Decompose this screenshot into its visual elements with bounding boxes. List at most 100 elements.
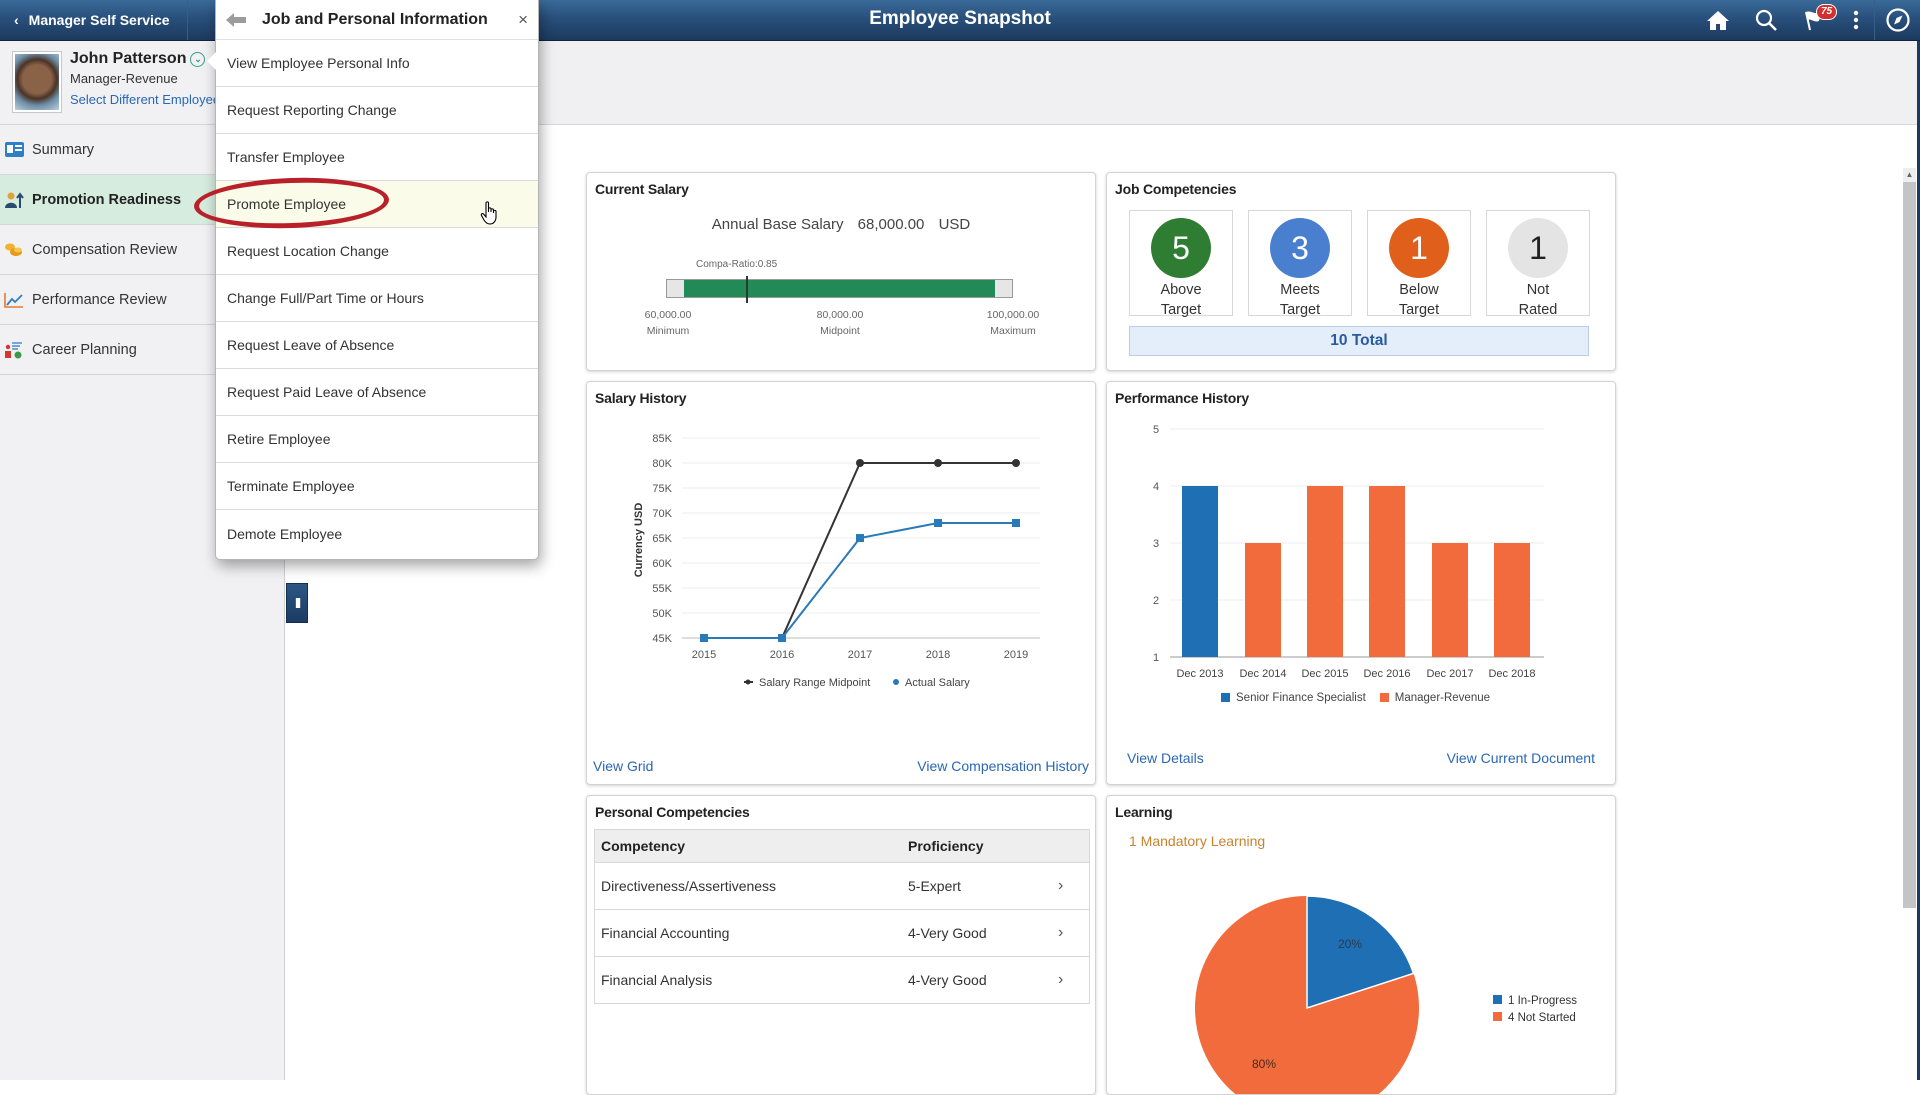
- search-button[interactable]: [1742, 0, 1790, 40]
- chevron-left-icon: ‹: [14, 12, 19, 28]
- menu-item-promote-employee[interactable]: Promote Employee: [193, 174, 538, 232]
- menu-item-request-paid-leave[interactable]: Request Paid Leave of Absence: [216, 369, 538, 416]
- svg-text:3: 3: [1153, 538, 1159, 550]
- proficiency-column-header: Proficiency: [908, 838, 984, 854]
- navbar-compass-icon: [1885, 8, 1910, 32]
- page-title-text: Employee Snapshot: [869, 8, 1051, 29]
- learning-card: Learning 1 Mandatory Learning 20% 80% 1 …: [1106, 795, 1616, 1095]
- table-header-row: Competency Proficiency: [595, 830, 1089, 862]
- menu-item-label: Promote Employee: [227, 196, 347, 212]
- table-row[interactable]: Financial Accounting 4-Very Good ›: [595, 909, 1089, 956]
- table-row[interactable]: Directiveness/Assertiveness 5-Expert ›: [595, 862, 1089, 909]
- competencies-total-button[interactable]: 10 Total: [1129, 326, 1589, 356]
- view-compensation-history-link[interactable]: View Compensation History: [917, 758, 1089, 774]
- menu-item-view-personal-info[interactable]: View Employee Personal Info: [216, 40, 538, 87]
- svg-text:60K: 60K: [652, 558, 672, 570]
- svg-text:Dec 2018: Dec 2018: [1488, 668, 1535, 680]
- not-rated-count: 1: [1508, 218, 1568, 278]
- competency-column-header: Competency: [601, 838, 686, 854]
- sidebar-item-performance-review[interactable]: Performance Review: [0, 275, 284, 325]
- mandatory-learning-link[interactable]: 1 Mandatory Learning: [1129, 833, 1266, 849]
- sidebar-item-compensation-review[interactable]: Compensation Review: [0, 225, 284, 275]
- menu-item-transfer-employee[interactable]: Transfer Employee: [216, 134, 538, 181]
- search-icon: [1755, 9, 1777, 31]
- sidebar-item-summary[interactable]: Summary: [0, 125, 284, 175]
- vertical-scrollbar[interactable]: [1903, 168, 1916, 908]
- home-button[interactable]: [1694, 0, 1742, 40]
- svg-text:Dec 2017: Dec 2017: [1426, 668, 1473, 680]
- svg-text:Dec 2013: Dec 2013: [1176, 668, 1223, 680]
- select-different-employee-link[interactable]: Select Different Employee: [70, 92, 220, 107]
- employee-role: Manager-Revenue: [70, 71, 178, 86]
- pause-button[interactable]: II: [286, 583, 308, 623]
- svg-text:80K: 80K: [652, 458, 672, 470]
- svg-text:Dec 2014: Dec 2014: [1239, 668, 1286, 680]
- svg-text:Actual Salary: Actual Salary: [905, 677, 970, 689]
- sidebar-item-career-planning[interactable]: Career Planning: [0, 325, 284, 375]
- sidebar-item-label: Compensation Review: [32, 241, 178, 258]
- salary-history-line-chart: 85K 80K 75K 70K 65K 60K 55K 50K 45K Currency US…: [633, 433, 1040, 689]
- compa-ratio: Compa-Ratio:0.85: [696, 259, 778, 270]
- performance-history-card: Performance History 5 4 3 2 1 Dec 2013 Dec 20…: [1106, 381, 1616, 785]
- back-manager-self-service-button[interactable]: ‹ Manager Self Service: [0, 0, 188, 40]
- close-icon[interactable]: ×: [518, 10, 528, 29]
- menu-item-request-leave-of-absence[interactable]: Request Leave of Absence: [216, 322, 538, 369]
- svg-text:2016: 2016: [770, 649, 794, 661]
- above-target-count: 5: [1151, 218, 1211, 278]
- performance-history-bar-chart: 5 4 3 2 1 Dec 2013 Dec 2014 Dec 2015 Dec 2016 D…: [1153, 424, 1544, 680]
- current-salary-title: Current Salary: [595, 181, 689, 197]
- notifications-button[interactable]: 75: [1790, 0, 1838, 40]
- menu-item-change-full-part-time[interactable]: Change Full/Part Time or Hours: [216, 275, 538, 322]
- popup-back-button[interactable]: [216, 0, 256, 40]
- competency-tile-not-rated[interactable]: 1 Not Rated: [1486, 210, 1590, 318]
- menu-item-terminate-employee[interactable]: Terminate Employee: [216, 463, 538, 510]
- svg-text:2019: 2019: [1004, 649, 1028, 661]
- back-button-label: Manager Self Service: [28, 12, 170, 28]
- actions-menu-button[interactable]: [1838, 0, 1874, 40]
- personal-competencies-title: Personal Competencies: [595, 804, 750, 820]
- view-current-document-link[interactable]: View Current Document: [1446, 750, 1595, 766]
- svg-text:45K: 45K: [652, 633, 672, 645]
- svg-text:85K: 85K: [652, 433, 672, 445]
- annual-base-salary-amount: 68,000.00: [857, 216, 925, 233]
- menu-item-request-location-change[interactable]: Request Location Change: [216, 228, 538, 275]
- learning-pie-chart: 20% 80%: [1195, 895, 1419, 1094]
- employee-actions-dropdown-icon[interactable]: ⌄: [190, 51, 206, 67]
- personal-competencies-card: Personal Competencies Competency Profici…: [586, 795, 1096, 1095]
- svg-text:2018: 2018: [926, 649, 950, 661]
- svg-text:4: 4: [1153, 481, 1159, 493]
- svg-text:2: 2: [1153, 595, 1159, 607]
- competency-tile-above-target[interactable]: 5 Above Target: [1129, 210, 1233, 318]
- sidebar-item-label: Summary: [32, 141, 95, 158]
- below-target-count: 1: [1389, 218, 1449, 278]
- svg-text:55K: 55K: [652, 583, 672, 595]
- annual-base-salary-label: Annual Base Salary: [711, 216, 844, 233]
- competency-tile-below-target[interactable]: 1 Below Target: [1367, 210, 1471, 318]
- menu-item-request-reporting-change[interactable]: Request Reporting Change: [216, 87, 538, 134]
- competencies-table: Competency Proficiency Directiveness/Ass…: [594, 829, 1090, 1004]
- promotion-icon: [4, 191, 24, 209]
- sidebar-item-label: Performance Review: [32, 291, 167, 308]
- sidebar-item-label: Promotion Readiness: [32, 191, 182, 208]
- scroll-up-arrow-icon[interactable]: ▲: [1903, 168, 1916, 182]
- job-competencies-title: Job Competencies: [1115, 181, 1237, 197]
- salary-history-title: Salary History: [595, 390, 687, 406]
- range-maximum: 100,000.00 Maximum: [986, 309, 1040, 337]
- menu-item-demote-employee[interactable]: Demote Employee: [227, 525, 343, 542]
- coins-icon: [4, 241, 24, 259]
- window-edge: [1917, 41, 1920, 1080]
- svg-text:Currency USD: Currency USD: [633, 503, 645, 578]
- pause-icon: II: [294, 594, 302, 612]
- navbar-button[interactable]: [1874, 0, 1920, 40]
- range-midpoint: 80,000.00 Midpoint: [816, 309, 864, 337]
- actions-menu-icon: [1853, 10, 1859, 30]
- competency-tile-meets-target[interactable]: 3 Meets Target: [1248, 210, 1352, 318]
- table-row[interactable]: Financial Analysis 4-Very Good ›: [595, 956, 1089, 1003]
- svg-text:Dec 2016: Dec 2016: [1363, 668, 1410, 680]
- svg-text:70K: 70K: [652, 508, 672, 520]
- menu-item-retire-employee[interactable]: Retire Employee: [216, 416, 538, 463]
- view-grid-link[interactable]: View Grid: [593, 758, 654, 774]
- performance-legend: Senior Finance Specialist Manager-Revenu…: [1221, 692, 1490, 704]
- view-details-link[interactable]: View Details: [1127, 750, 1204, 766]
- main-content: II Current Salary Annual Base Salary 68,…: [286, 41, 1920, 1095]
